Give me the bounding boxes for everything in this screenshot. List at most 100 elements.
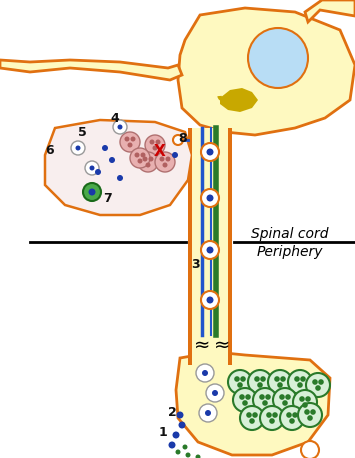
Circle shape — [298, 403, 322, 427]
Circle shape — [277, 382, 283, 388]
Circle shape — [205, 410, 211, 416]
Circle shape — [71, 141, 85, 155]
Circle shape — [173, 431, 180, 438]
Text: X: X — [154, 145, 166, 159]
Circle shape — [245, 394, 251, 400]
Circle shape — [269, 418, 275, 424]
Circle shape — [153, 146, 158, 151]
Circle shape — [289, 418, 295, 424]
Circle shape — [237, 382, 243, 388]
Polygon shape — [305, 0, 355, 22]
Circle shape — [305, 396, 311, 402]
Circle shape — [179, 421, 186, 429]
Circle shape — [165, 157, 170, 162]
Circle shape — [83, 183, 101, 201]
Polygon shape — [192, 128, 228, 335]
Circle shape — [85, 161, 99, 175]
Circle shape — [207, 195, 213, 202]
Circle shape — [282, 400, 288, 406]
Circle shape — [315, 385, 321, 391]
Circle shape — [292, 412, 298, 418]
Text: 2: 2 — [168, 405, 176, 419]
Circle shape — [176, 411, 184, 419]
Circle shape — [240, 406, 264, 430]
Circle shape — [113, 120, 127, 134]
Polygon shape — [176, 352, 330, 455]
Circle shape — [201, 143, 219, 161]
Circle shape — [196, 454, 201, 458]
Circle shape — [199, 404, 217, 422]
Circle shape — [268, 370, 292, 394]
Polygon shape — [192, 335, 228, 365]
Circle shape — [155, 140, 160, 145]
Text: 4: 4 — [111, 111, 119, 125]
Circle shape — [207, 296, 213, 304]
Circle shape — [95, 169, 101, 175]
Circle shape — [175, 449, 180, 454]
Polygon shape — [188, 335, 232, 365]
Circle shape — [293, 390, 317, 414]
Text: 7: 7 — [104, 191, 113, 205]
Circle shape — [304, 409, 310, 415]
Text: 6: 6 — [46, 143, 54, 157]
Circle shape — [186, 453, 191, 458]
Circle shape — [172, 152, 178, 158]
Circle shape — [76, 146, 81, 151]
Circle shape — [262, 400, 268, 406]
Circle shape — [89, 165, 94, 170]
Text: ≈: ≈ — [194, 336, 210, 354]
Text: ≈: ≈ — [214, 336, 230, 354]
Circle shape — [307, 415, 313, 421]
Circle shape — [259, 394, 265, 400]
Circle shape — [109, 157, 115, 163]
Circle shape — [201, 291, 219, 309]
Circle shape — [228, 370, 252, 394]
Circle shape — [141, 153, 146, 158]
Circle shape — [117, 175, 123, 181]
Circle shape — [257, 382, 263, 388]
Circle shape — [266, 412, 272, 418]
Circle shape — [297, 382, 303, 388]
Circle shape — [249, 418, 255, 424]
Circle shape — [288, 370, 312, 394]
Circle shape — [300, 376, 306, 382]
Text: 8: 8 — [179, 131, 187, 145]
Circle shape — [299, 396, 305, 402]
Circle shape — [182, 445, 187, 449]
Circle shape — [169, 442, 175, 448]
Circle shape — [202, 370, 208, 376]
Text: 1: 1 — [159, 425, 167, 438]
Text: 5: 5 — [78, 125, 86, 138]
Circle shape — [285, 394, 291, 400]
Circle shape — [127, 142, 132, 147]
Circle shape — [130, 148, 150, 168]
Circle shape — [125, 136, 130, 142]
Circle shape — [260, 406, 284, 430]
Circle shape — [212, 390, 218, 396]
Circle shape — [118, 125, 122, 130]
Circle shape — [246, 412, 252, 418]
Circle shape — [260, 376, 266, 382]
Circle shape — [239, 394, 245, 400]
Circle shape — [310, 409, 316, 415]
Polygon shape — [220, 88, 258, 112]
Circle shape — [234, 376, 240, 382]
Circle shape — [280, 406, 304, 430]
Circle shape — [120, 132, 140, 152]
Circle shape — [196, 364, 214, 382]
Circle shape — [242, 400, 248, 406]
Circle shape — [233, 388, 257, 412]
Circle shape — [280, 376, 286, 382]
Circle shape — [163, 163, 168, 168]
Circle shape — [149, 140, 154, 145]
Circle shape — [294, 376, 300, 382]
Circle shape — [274, 376, 280, 382]
Circle shape — [88, 189, 95, 196]
Polygon shape — [188, 128, 232, 335]
Circle shape — [138, 152, 158, 172]
Circle shape — [135, 153, 140, 158]
Circle shape — [254, 376, 260, 382]
Circle shape — [279, 394, 285, 400]
Circle shape — [201, 189, 219, 207]
Circle shape — [240, 376, 246, 382]
